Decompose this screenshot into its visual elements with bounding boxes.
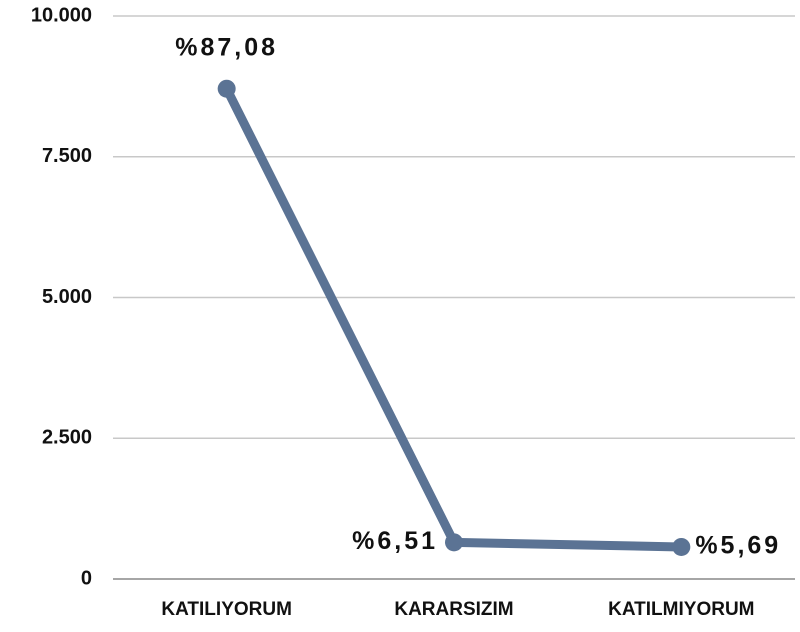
data-label: %87,08	[175, 33, 278, 61]
y-tick-label: 10.000	[31, 4, 92, 26]
y-tick-label: 5.000	[42, 286, 92, 308]
y-tick-label: 7.500	[42, 145, 92, 167]
y-tick-label: 2.500	[42, 427, 92, 449]
point	[672, 537, 691, 556]
x-tick-label: KATILIYORUM	[161, 599, 292, 620]
x-tick-label: KATILMIYORUM	[608, 599, 754, 620]
y-tick-label: 0	[81, 567, 92, 589]
point	[445, 533, 463, 552]
data-label: %6,51	[352, 527, 438, 555]
x-tick-label: KARARSIZIM	[394, 599, 513, 620]
point	[217, 79, 236, 98]
data-label: %5,69	[695, 532, 781, 560]
